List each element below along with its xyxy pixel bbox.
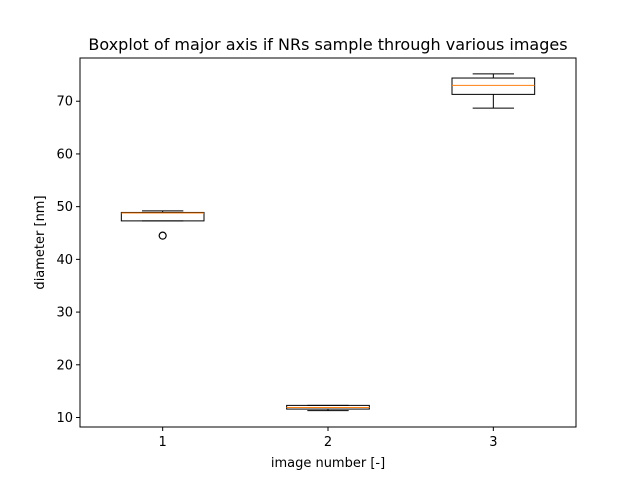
y-tick-label: 40 [56, 253, 73, 268]
box-iqr [120, 211, 205, 222]
x-tick-label: 1 [159, 435, 167, 450]
y-tick-label: 20 [56, 358, 73, 373]
y-axis-label: diameter [nm] [33, 195, 48, 289]
axes-frame [79, 57, 577, 428]
y-tick-label: 60 [56, 147, 73, 162]
chart-title: Boxplot of major axis if NRs sample thro… [88, 35, 567, 54]
x-tick-label: 2 [324, 435, 332, 450]
x-axis-label: image number [-] [271, 456, 385, 471]
box-iqr [451, 77, 536, 95]
y-tick-label: 10 [56, 411, 73, 426]
y-tick-label: 30 [56, 306, 73, 321]
y-tick-label: 70 [56, 95, 73, 110]
plot-area: 10 20 30 40 50 60 70 1 2 3 [56, 73, 536, 450]
outlier-point [158, 231, 167, 240]
x-tick-label: 3 [489, 435, 497, 450]
y-tick-label: 50 [56, 200, 73, 215]
